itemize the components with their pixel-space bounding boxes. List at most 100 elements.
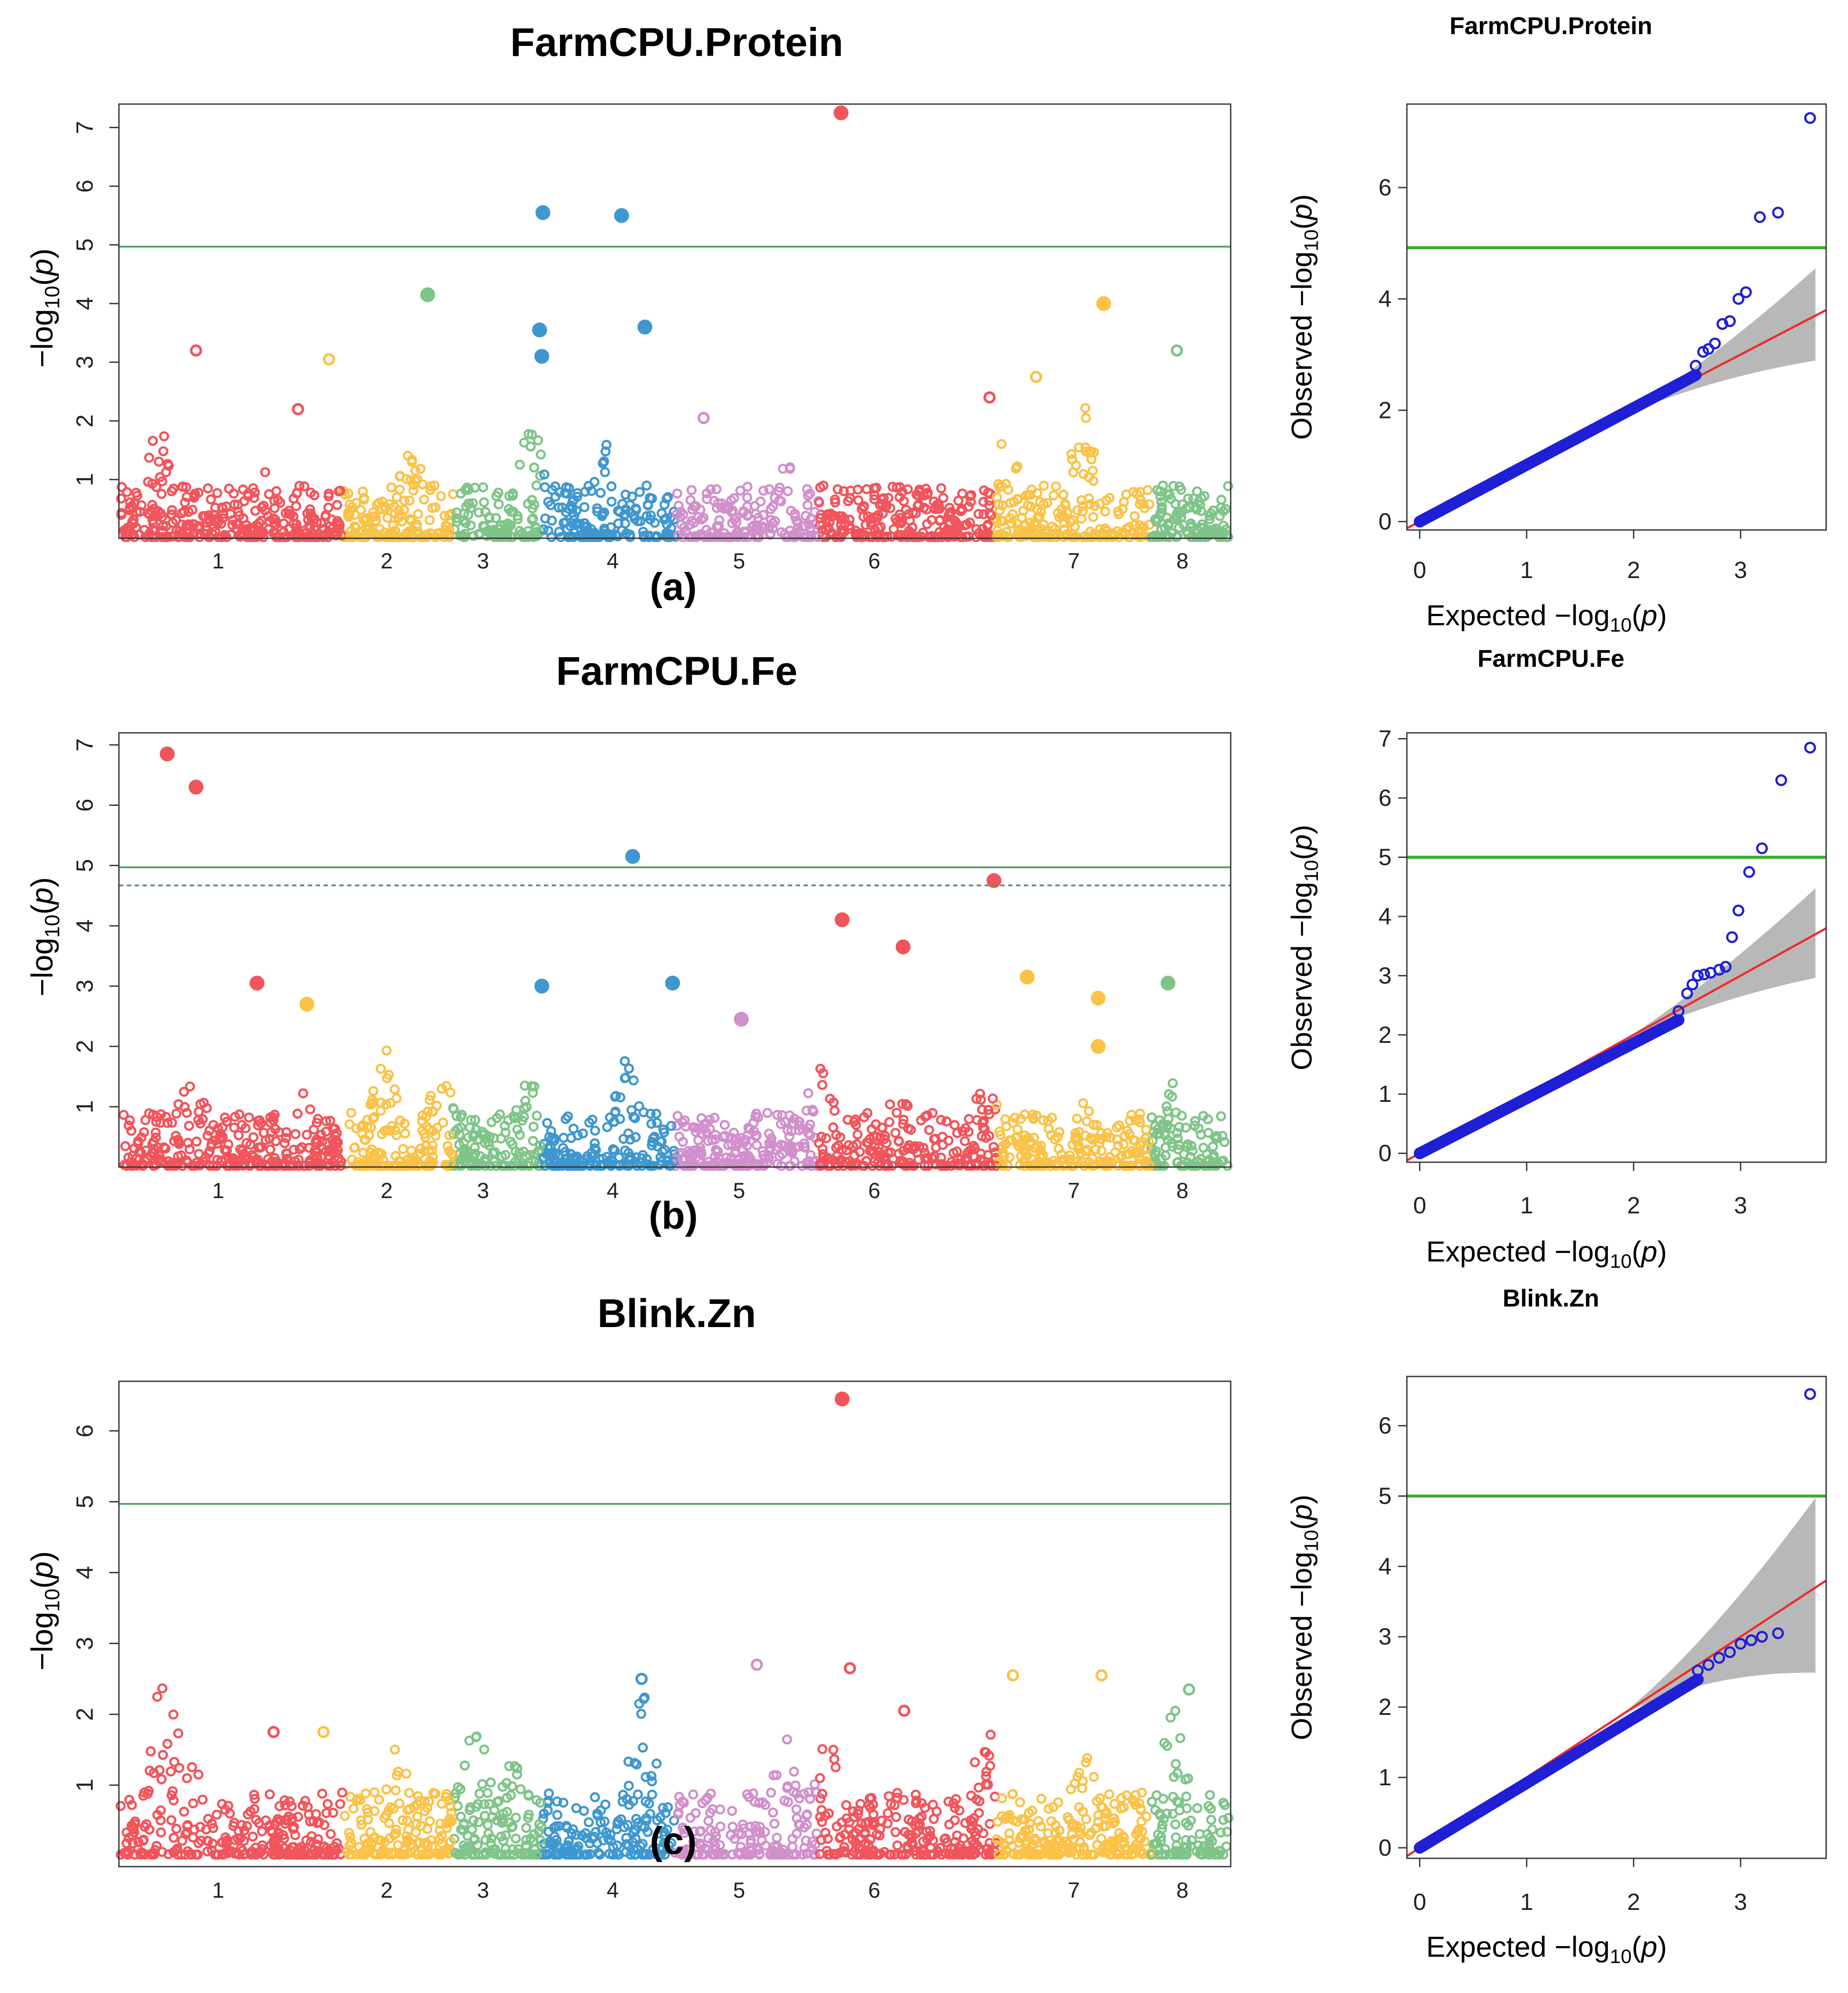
snp-point: [755, 526, 766, 536]
snp-point: [405, 532, 416, 542]
snp-point: [626, 1105, 637, 1115]
snp-point: [930, 1133, 940, 1144]
snp-point: [869, 490, 880, 501]
snp-point: [938, 493, 949, 503]
snp-point: [569, 510, 579, 521]
snp-point: [1072, 505, 1082, 516]
snp-point: [1151, 532, 1162, 542]
snp-point: [1154, 1129, 1165, 1139]
snp-point: [661, 519, 672, 530]
snp-point: [395, 470, 405, 481]
snp-point: [960, 1136, 970, 1146]
snp-point: [466, 520, 476, 531]
snp-point: [278, 518, 289, 529]
snp-point: [782, 1734, 792, 1745]
snp-point: [1151, 1146, 1161, 1157]
snp-point: [960, 1123, 971, 1133]
snp-point: [429, 480, 440, 491]
snp-point: [605, 1112, 615, 1123]
snp-point: [843, 1140, 854, 1150]
snp-point: [598, 458, 608, 469]
y-tick-label: 4: [72, 919, 98, 932]
snp-point: [552, 1810, 563, 1820]
snp-point: [721, 503, 732, 513]
snp-point: [1028, 1114, 1039, 1124]
snp-point: [279, 1138, 290, 1148]
snp-point: [179, 1087, 189, 1097]
snp-point: [369, 1112, 379, 1122]
snp-point: [188, 1798, 198, 1808]
snp-point: [431, 531, 441, 542]
snp-point: [263, 511, 273, 521]
snp-point: [117, 482, 127, 492]
snp-point: [839, 513, 849, 524]
x-tick-label: 1: [1520, 557, 1533, 583]
snp-point: [157, 1683, 167, 1693]
snp-point: [171, 1108, 181, 1119]
qq-frame: [1406, 103, 1827, 531]
snp-point: [657, 1146, 668, 1157]
snp-point: [521, 1822, 532, 1833]
snp-point: [1000, 1139, 1011, 1150]
snp-point: [651, 1108, 661, 1119]
snp-point: [335, 1160, 346, 1171]
snp-point: [392, 492, 402, 502]
snp-point: [891, 1108, 902, 1118]
snp-point: [898, 496, 909, 506]
snp-point: [343, 510, 353, 521]
snp-point: [166, 1766, 176, 1777]
snp-point: [1147, 1797, 1157, 1807]
snp-point: [408, 485, 419, 496]
snp-point: [572, 488, 583, 498]
significant-snp: [535, 205, 550, 220]
snp-point: [586, 1148, 597, 1158]
snp-point: [173, 1728, 184, 1739]
snp-point: [494, 499, 504, 509]
snp-point: [688, 1789, 698, 1800]
snp-point: [825, 1850, 835, 1860]
snp-point: [190, 1160, 200, 1171]
snp-point: [704, 1115, 715, 1125]
snp-point: [321, 1116, 331, 1126]
snp-point: [1157, 1823, 1167, 1834]
snp-point: [128, 503, 138, 513]
qq-point: [1754, 211, 1766, 223]
snp-point: [256, 1118, 266, 1129]
snp-point: [1085, 526, 1095, 537]
qq-frame: [1406, 732, 1827, 1163]
snp-point: [772, 1110, 783, 1120]
snp-point: [768, 1807, 778, 1818]
snp-point: [1002, 532, 1013, 542]
snp-point: [1206, 1815, 1216, 1825]
snp-point: [292, 1108, 303, 1119]
snp-point: [1059, 524, 1070, 535]
snp-point: [420, 1132, 430, 1143]
snp-point: [968, 1141, 979, 1151]
snp-point: [787, 1146, 797, 1157]
snp-point: [938, 1160, 948, 1171]
snp-point: [115, 1801, 126, 1811]
snp-point: [986, 510, 996, 520]
qq-point: [1686, 979, 1698, 991]
snp-point: [127, 517, 137, 527]
snp-point: [223, 1139, 233, 1150]
snp-point: [508, 1111, 519, 1122]
plot-title: FarmCPU.Fe: [556, 649, 797, 693]
snp-point: [479, 1744, 489, 1755]
snp-point: [542, 1118, 552, 1128]
snp-point: [1221, 504, 1231, 514]
snp-point: [216, 532, 227, 542]
qq-point: [1740, 286, 1752, 298]
snp-point: [187, 1762, 197, 1772]
snp-point: [169, 1756, 179, 1767]
snp-point: [386, 482, 397, 493]
significant-snp: [532, 322, 547, 338]
significant-snp: [983, 391, 996, 404]
snp-point: [456, 488, 466, 499]
snp-point: [278, 532, 289, 542]
snp-point: [428, 1152, 438, 1162]
snp-point: [894, 1136, 904, 1146]
snp-point: [415, 463, 426, 474]
significant-snp: [299, 996, 314, 1012]
